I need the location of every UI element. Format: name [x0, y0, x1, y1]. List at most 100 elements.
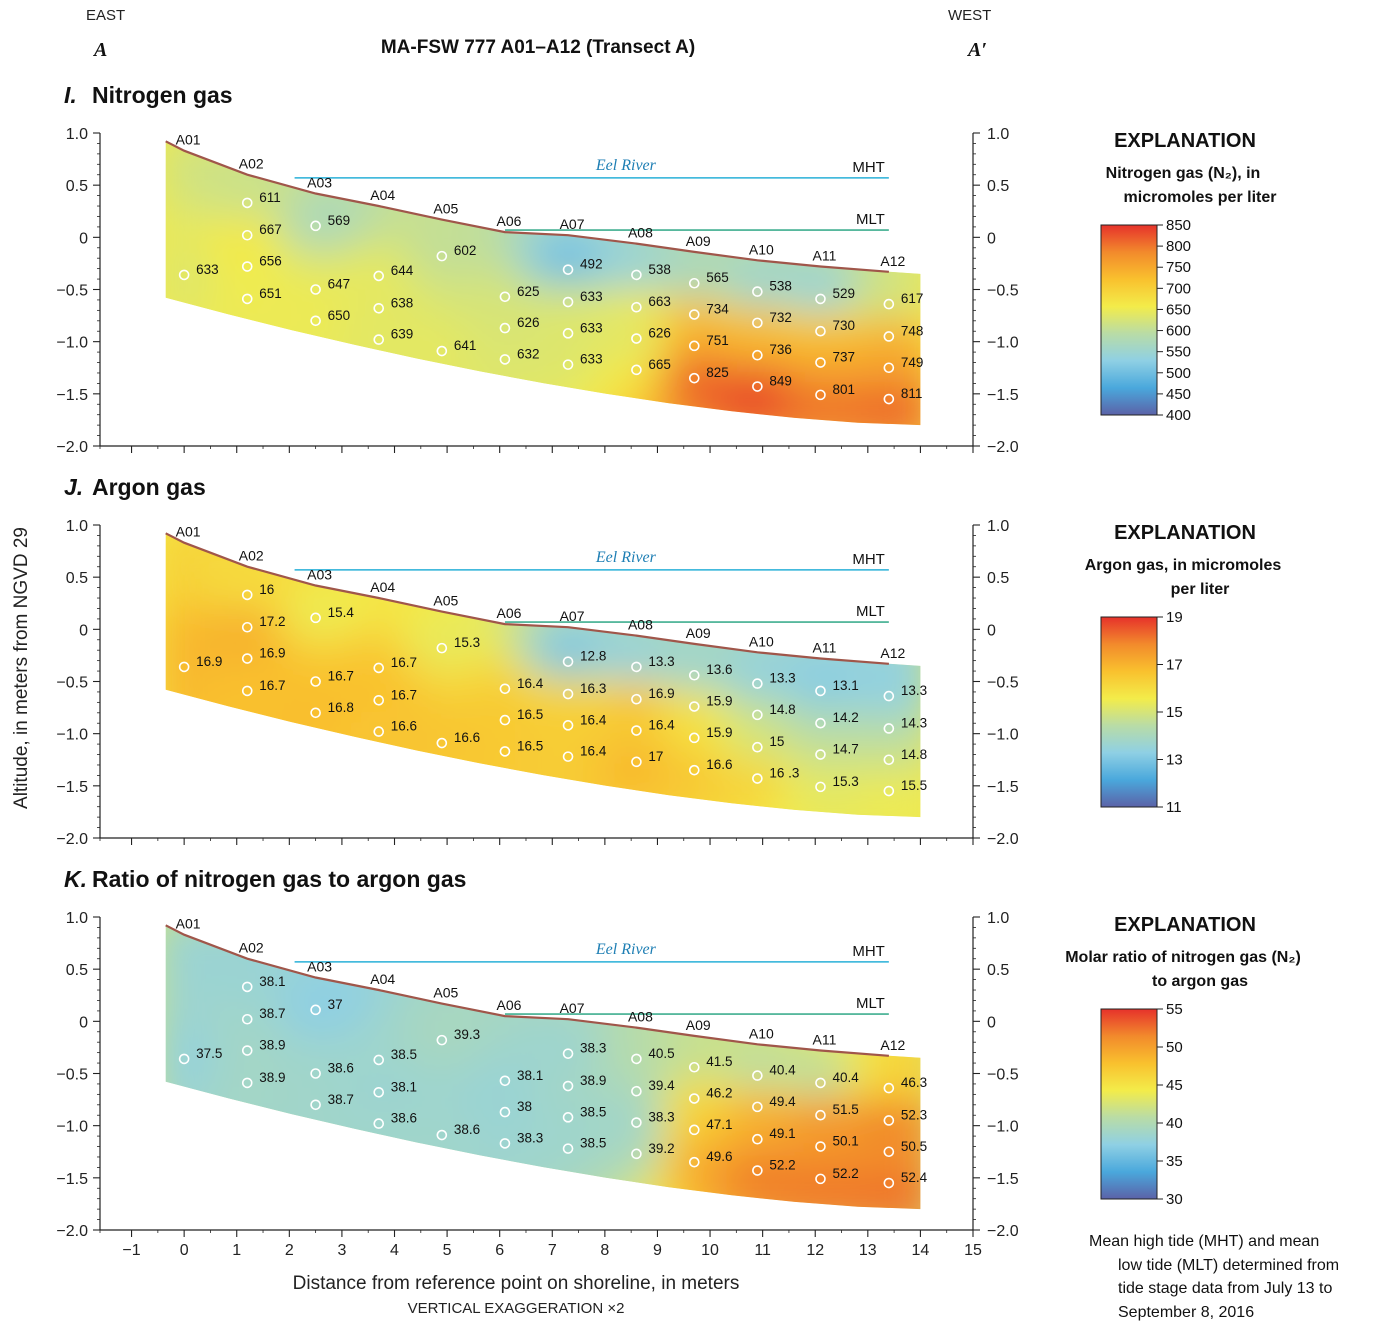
field-cell [437, 555, 449, 568]
field-cell [263, 555, 275, 568]
field-cell [283, 435, 295, 447]
field-cell [620, 680, 633, 693]
field-cell [533, 659, 546, 672]
field-cell [553, 576, 565, 589]
field-cell [900, 659, 913, 672]
field-cell [640, 392, 652, 406]
field-cell [746, 142, 758, 155]
field-cell [524, 670, 536, 683]
field-cell [804, 670, 816, 683]
field-cell [205, 288, 217, 301]
field-cell [514, 319, 527, 333]
field-cell [814, 544, 826, 558]
field-cell [165, 298, 169, 312]
field-cell [833, 298, 845, 312]
field-cell [485, 743, 498, 756]
field-cell [224, 184, 237, 197]
field-cell [698, 215, 710, 228]
field-cell [823, 680, 836, 693]
field-cell [350, 628, 362, 641]
field-cell [669, 659, 681, 672]
field-cell [350, 805, 362, 818]
field-cell [591, 205, 604, 218]
field-cell [698, 774, 710, 787]
field-cell [253, 753, 266, 766]
field-cell [843, 361, 855, 374]
field-cell [417, 142, 430, 155]
field-cell [659, 225, 672, 239]
field-cell [823, 142, 836, 155]
field-cell [417, 382, 430, 395]
field-cell [205, 225, 217, 239]
field-cell [862, 701, 874, 714]
field-cell [620, 576, 633, 589]
field-cell [272, 743, 285, 756]
field-cell [340, 163, 353, 176]
field-cell [765, 764, 778, 777]
field-cell [176, 392, 188, 406]
field-cell [881, 309, 894, 322]
field-cell [243, 711, 256, 725]
field-cell [330, 163, 343, 176]
field-cell [185, 764, 198, 777]
field-cell [611, 795, 623, 808]
field-cell [359, 330, 372, 343]
field-cell [514, 784, 527, 798]
field-cell [843, 184, 855, 197]
field-cell [785, 382, 797, 395]
field-cell [504, 805, 517, 818]
field-cell [408, 638, 420, 652]
field-cell [224, 607, 237, 620]
field-cell [340, 424, 353, 426]
field-cell [630, 361, 643, 374]
field-cell [814, 163, 826, 176]
field-cell [794, 555, 807, 568]
field-cell [563, 435, 575, 447]
field-cell [350, 267, 362, 280]
field-cell [253, 298, 266, 312]
field-cell [920, 680, 921, 693]
field-cell [601, 309, 614, 322]
field-cell [862, 670, 874, 683]
field-cell [311, 805, 324, 818]
field-cell [350, 533, 362, 537]
field-cell [630, 565, 643, 579]
field-cell [543, 298, 556, 312]
field-cell [350, 638, 362, 652]
field-cell [591, 392, 604, 406]
field-cell [736, 795, 749, 808]
field-cell [272, 617, 285, 631]
field-cell [852, 184, 865, 197]
field-cell [418, 435, 430, 447]
field-cell [253, 288, 266, 301]
field-cell [350, 534, 362, 547]
field-cell [804, 711, 816, 725]
field-cell [630, 732, 643, 746]
field-cell [166, 225, 179, 239]
field-cell [678, 351, 691, 364]
field-cell [543, 638, 556, 652]
field-cell [185, 152, 198, 166]
field-cell [495, 163, 507, 176]
field-cell [253, 670, 266, 683]
field-cell [823, 711, 836, 725]
field-cell [910, 732, 921, 746]
field-cell [698, 257, 710, 270]
sample-point [631, 364, 642, 376]
field-cell [572, 288, 585, 301]
field-cell [292, 257, 304, 270]
field-cell [572, 142, 585, 155]
field-cell [659, 435, 671, 447]
field-cell [900, 142, 913, 155]
field-cell [446, 267, 459, 280]
field-cell [321, 690, 333, 704]
field-cell [910, 659, 921, 672]
color-bar-tick-label: 450 [1166, 386, 1191, 403]
field-cell [437, 711, 449, 725]
field-cell [437, 544, 449, 558]
field-cell [669, 743, 681, 756]
field-cell [920, 298, 921, 312]
field-cell [814, 278, 826, 291]
field-cell [756, 722, 768, 735]
field-cell [562, 163, 575, 176]
